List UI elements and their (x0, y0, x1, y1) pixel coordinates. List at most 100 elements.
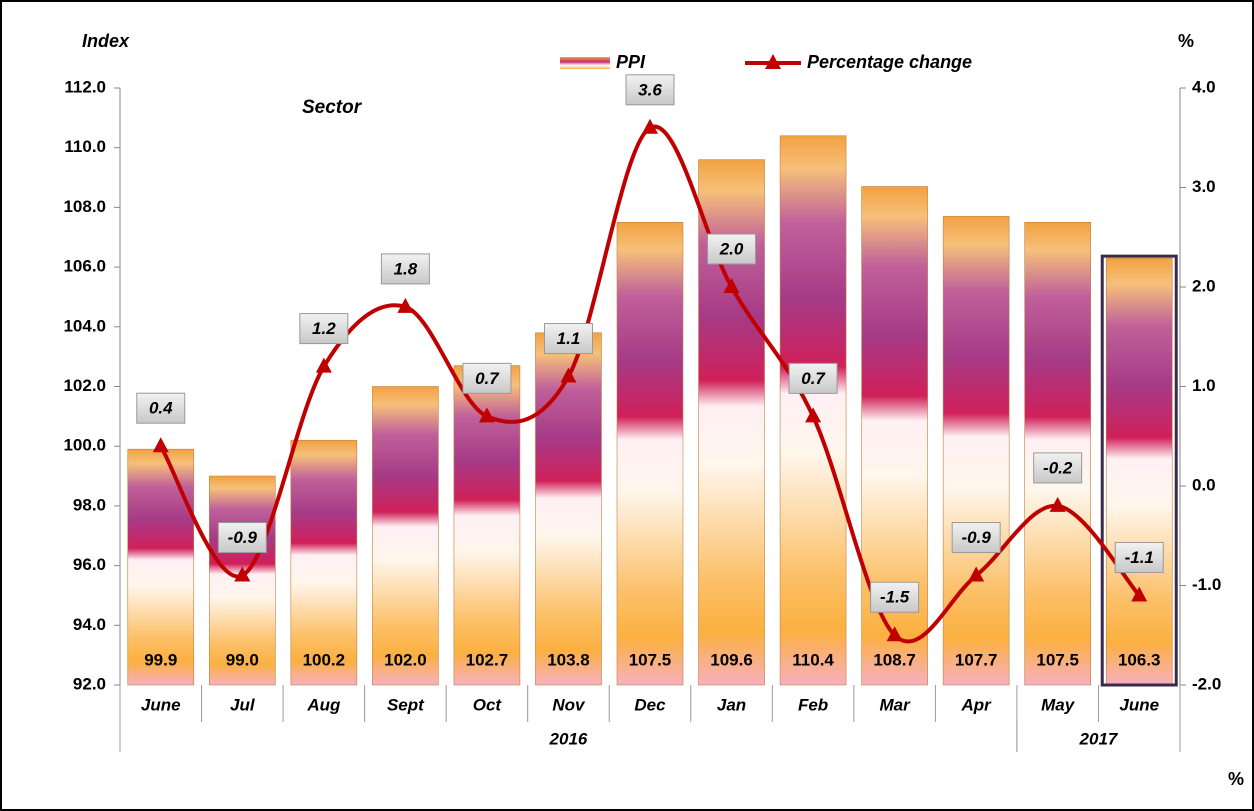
value-label-box (625, 74, 675, 106)
y2-tick-label: -1.0 (1192, 575, 1221, 594)
line-value-label: 2.0 (719, 239, 744, 258)
value-label-box (788, 362, 838, 394)
line-marker (968, 566, 985, 582)
legend-marker (765, 54, 781, 69)
line-value-label: 3.6 (638, 80, 662, 99)
y-tick-label: 98.0 (73, 495, 106, 514)
line-marker (1131, 586, 1148, 602)
y2-tick-label: 2.0 (1192, 276, 1216, 295)
line-marker (397, 297, 414, 313)
x-tick-label: Oct (473, 695, 503, 714)
bar-value-label: 110.4 (792, 650, 834, 669)
y2-tick-label: 0.0 (1192, 475, 1216, 494)
y-tick-label: 106.0 (63, 257, 106, 276)
x-tick-label: Sept (387, 695, 425, 714)
legend-label: Percentage change (807, 52, 972, 72)
y-tick-label: 100.0 (63, 436, 106, 455)
line-marker (1049, 496, 1066, 512)
legend-label: PPI (616, 52, 646, 72)
y-tick-label: 94.0 (73, 615, 106, 634)
value-label-box (1114, 541, 1164, 573)
bar-value-label: 107.5 (1036, 650, 1079, 669)
bar-value-label: 102.7 (466, 650, 509, 669)
line-value-label: 0.7 (475, 369, 500, 388)
line-value-label: 1.1 (557, 329, 581, 348)
bar-value-label: 109.6 (710, 650, 753, 669)
x-tick-label: Dec (634, 695, 666, 714)
value-label-box (299, 313, 349, 345)
x-tick-label: June (141, 695, 181, 714)
bar-value-label: 100.2 (303, 650, 346, 669)
bar-value-label: 103.8 (547, 650, 590, 669)
bar-value-label: 99.9 (144, 650, 177, 669)
x-tick-label: Mar (879, 695, 911, 714)
bar (616, 222, 684, 686)
y2-tick-label: 3.0 (1192, 177, 1216, 196)
x-tick-label: Feb (798, 695, 828, 714)
legend-swatch (560, 57, 610, 69)
y2-tick-label: 1.0 (1192, 376, 1216, 395)
x-tick-label: Nov (552, 695, 586, 714)
y-tick-label: 110.0 (64, 137, 106, 156)
line-marker (152, 437, 169, 453)
y-tick-label: 108.0 (63, 197, 106, 216)
y-tick-label: 92.0 (73, 674, 106, 693)
value-label-box (870, 581, 920, 613)
y2-axis-label: % (1178, 31, 1194, 51)
y-axis-label: Index (82, 31, 130, 51)
y-tick-label: 104.0 (63, 316, 106, 335)
line-value-label: -0.9 (228, 528, 258, 547)
y-tick-label: 102.0 (63, 376, 106, 395)
bar (372, 386, 439, 686)
line-value-label: 1.8 (394, 259, 418, 278)
bar-value-label: 108.7 (873, 650, 916, 669)
x-tick-label: Apr (961, 695, 993, 714)
corner-note: % (1228, 769, 1244, 789)
line-value-label: 0.7 (801, 369, 826, 388)
bar (127, 448, 195, 686)
value-label-box (951, 522, 1001, 554)
line-value-label: 0.4 (149, 399, 173, 418)
bar-value-label: 107.7 (955, 650, 998, 669)
x-tick-label: Aug (306, 695, 341, 714)
bar-value-label: 106.3 (1118, 650, 1161, 669)
value-label-box (217, 522, 267, 554)
x-tick-label: Jul (230, 695, 256, 714)
bar-value-label: 99.0 (226, 650, 259, 669)
value-label-box (707, 233, 757, 265)
y2-tick-label: 4.0 (1192, 77, 1216, 96)
bar-value-label: 102.0 (384, 650, 427, 669)
line-marker (560, 367, 577, 383)
bar (290, 439, 358, 686)
line-value-label: 1.2 (312, 319, 336, 338)
subtitle: Sector (302, 97, 363, 118)
x-tick-label: June (1119, 695, 1159, 714)
y-tick-label: 96.0 (73, 555, 106, 574)
line-marker (234, 566, 251, 582)
y-tick-label: 112.0 (64, 77, 106, 96)
group-label: 2017 (1079, 729, 1119, 748)
line-marker (315, 357, 332, 373)
line-marker (642, 118, 658, 134)
value-label-box (462, 362, 512, 394)
value-label-box (543, 323, 593, 355)
bar-highlight (1100, 254, 1178, 687)
line-marker (478, 407, 495, 423)
x-tick-label: May (1041, 695, 1076, 714)
bar (535, 332, 602, 686)
bar (1105, 257, 1173, 686)
bar-value-label: 107.5 (629, 650, 672, 669)
line-marker (723, 278, 740, 293)
x-tick-label: Jan (717, 695, 746, 714)
y2-tick-label: -2.0 (1192, 674, 1221, 693)
value-label-box (1033, 452, 1083, 484)
bar (942, 216, 1010, 686)
group-label: 2016 (549, 729, 588, 748)
line-value-label: -1.5 (880, 588, 910, 607)
line-value-label: -0.9 (962, 528, 992, 547)
line-marker (805, 407, 822, 423)
line-value-label: -1.1 (1125, 548, 1154, 567)
value-label-box (136, 392, 186, 424)
line-marker (886, 626, 903, 642)
